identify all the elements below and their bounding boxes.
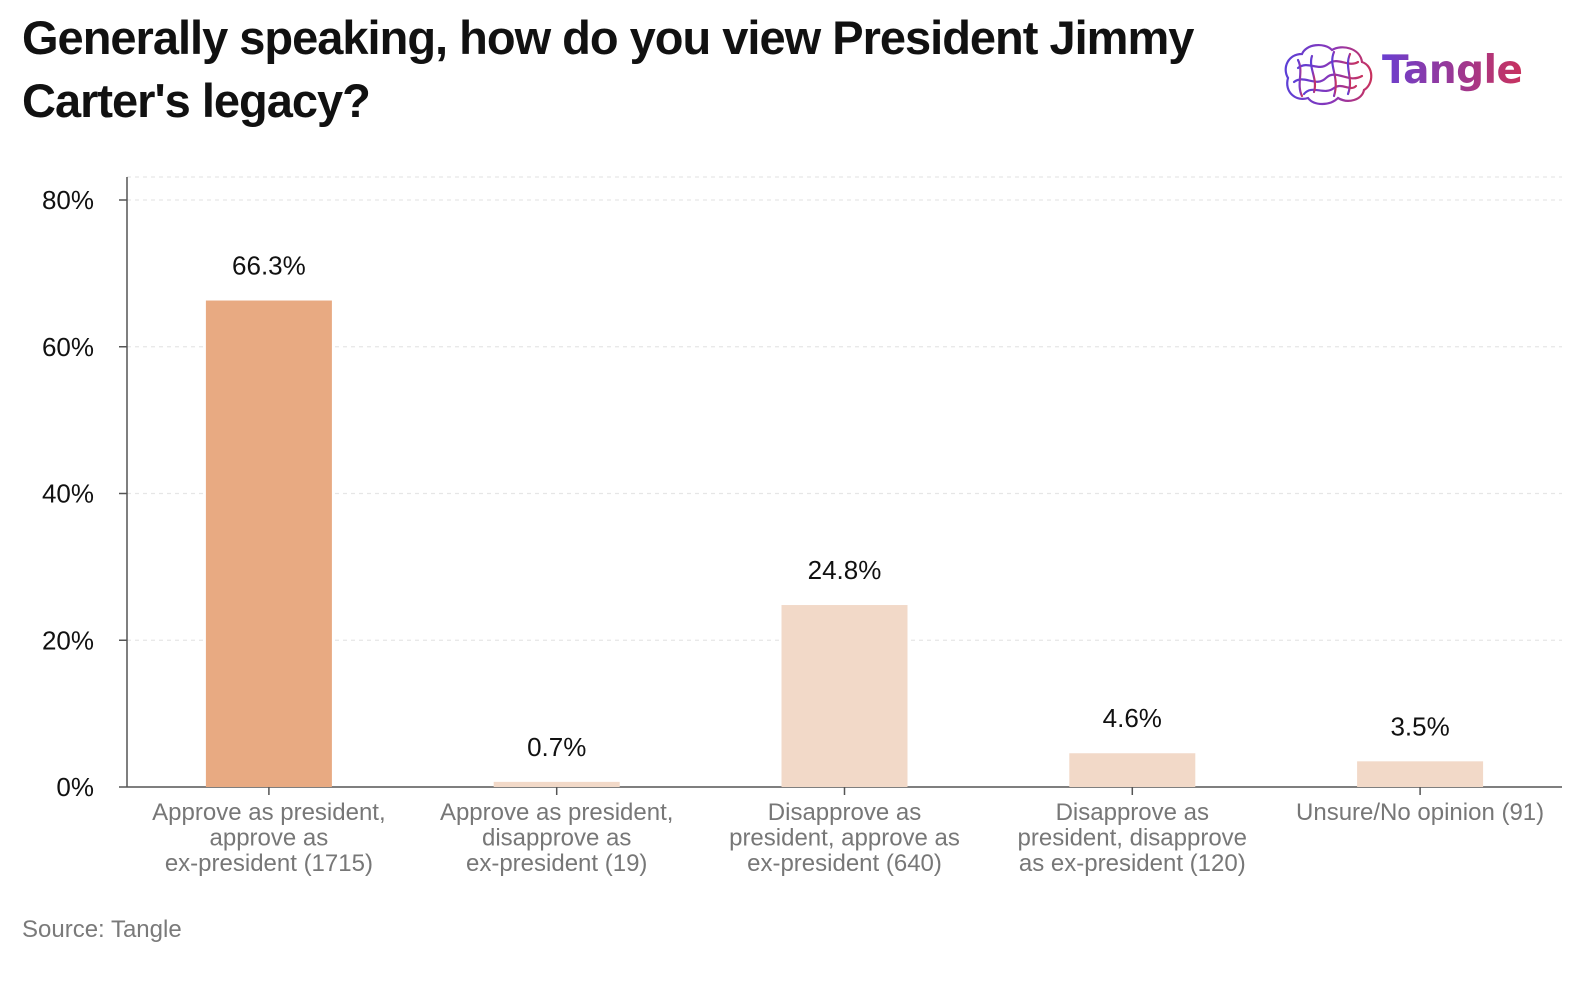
source-note: Source: Tangle [22,916,182,943]
x-tick-label-line: ex-president (640) [747,850,942,877]
data-label: 24.8% [808,555,882,585]
data-label: 66.3% [232,251,306,281]
y-tick-label: 80% [42,185,94,215]
x-tick-label-line: ex-president (1715) [165,850,373,877]
chart-title: Generally speaking, how do you view Pres… [22,11,1194,127]
brand-name: Tangle [1382,46,1523,96]
data-label: 4.6% [1103,703,1162,733]
brain-icon [1284,44,1373,106]
x-tick-label-line: Approve as president, [152,799,385,826]
bar [781,605,908,787]
y-tick-label: 60% [42,332,94,362]
x-tick-label-line: president, approve as [729,825,960,852]
data-label: 3.5% [1390,711,1449,741]
x-tick-label-line: Disapprove as [1056,799,1209,826]
x-tick-label: Disapprove as president, approve as ex-pre… [729,799,960,877]
bar [493,781,620,787]
data-label: 0.7% [527,732,586,762]
bar [1357,761,1484,787]
x-tick-label-line: approve as [210,825,329,852]
x-tick-label-line: Approve as president, [440,799,673,826]
y-tick-label: 40% [42,479,94,509]
x-tick-label-line: as ex-president (120) [1019,850,1246,877]
x-tick-label: Disapprove as president, disapprove as ex-… [1018,799,1247,877]
x-tick-label: Approve as president, approve as ex-presid… [152,799,385,877]
bar [1069,753,1196,787]
x-tick-label: Approve as president, disapprove as ex-pre… [440,799,673,877]
x-tick-label-line: president, disapprove [1018,825,1247,852]
x-tick-label-line: ex-president (19) [466,850,647,877]
y-tick-label: 0% [56,772,94,802]
x-tick-label-line: disapprove as [482,825,631,852]
bar-chart: 0% 20% 40% 60% 80% 66.3% Approve as president,… [42,176,1562,877]
y-tick-label: 20% [42,625,94,655]
x-tick-label-line: Disapprove as [768,799,921,826]
x-tick-label: Unsure/No opinion (91) [1296,799,1544,826]
bar [205,300,332,787]
brand-logo: Tangle [1278,38,1538,110]
x-tick-label-line: Unsure/No opinion (91) [1296,799,1544,826]
